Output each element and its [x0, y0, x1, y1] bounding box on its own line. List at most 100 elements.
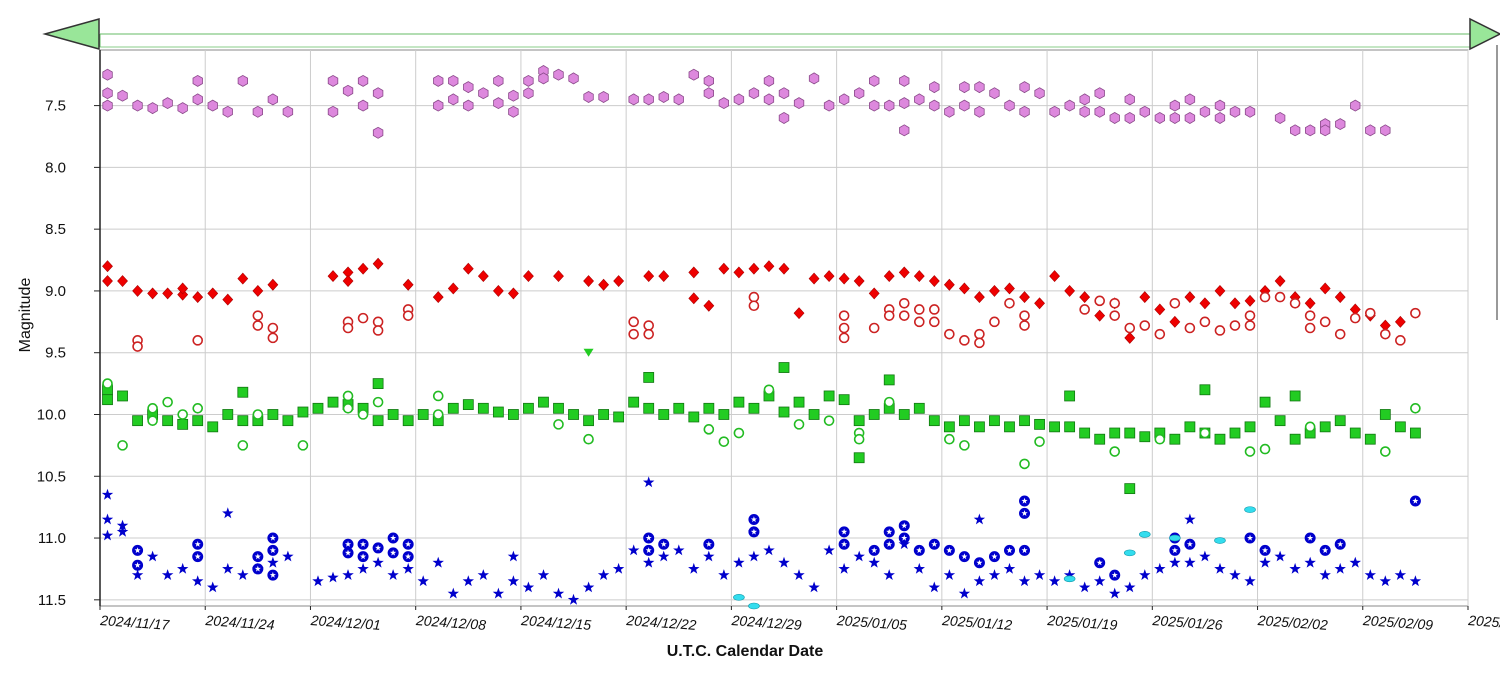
- data-point: [1048, 575, 1061, 587]
- scroll-left-arrow-icon[interactable]: [42, 18, 100, 50]
- data-point: [297, 440, 309, 451]
- y-tick-label: 9.5: [45, 345, 66, 362]
- data-point: [673, 544, 685, 556]
- data-point: [342, 84, 354, 97]
- data-point: [1289, 297, 1301, 309]
- scroll-right-arrow-icon[interactable]: [1469, 17, 1500, 51]
- data-point: [508, 409, 519, 420]
- data-point: [643, 402, 655, 414]
- data-point: [1394, 315, 1406, 328]
- data-point: [116, 525, 129, 537]
- data-point: [1019, 320, 1030, 331]
- data-point: [748, 87, 760, 100]
- data-point: [194, 541, 201, 547]
- data-point: [1004, 99, 1015, 112]
- data-point: [1274, 415, 1286, 427]
- data-point: [1154, 328, 1166, 340]
- data-point: [928, 581, 940, 593]
- data-point: [1290, 124, 1301, 137]
- data-point: [974, 328, 985, 340]
- data-point: [1334, 415, 1346, 427]
- data-point: [1019, 105, 1030, 118]
- data-point: [267, 93, 278, 106]
- data-point: [177, 288, 189, 301]
- data-point: [989, 284, 1000, 297]
- data-point: [222, 105, 233, 118]
- data-point: [868, 322, 880, 334]
- series-2-open-circle: [132, 291, 1421, 352]
- data-point: [553, 419, 564, 430]
- data-point: [1019, 458, 1030, 470]
- data-point: [1004, 421, 1015, 433]
- data-point: [1247, 534, 1254, 541]
- data-point: [101, 488, 114, 500]
- data-point: [312, 402, 324, 414]
- data-point: [823, 415, 835, 426]
- data-point: [267, 322, 279, 334]
- data-point: [116, 519, 129, 531]
- data-point: [132, 284, 143, 297]
- data-point: [793, 419, 805, 430]
- data-point: [237, 272, 249, 285]
- data-point: [1394, 569, 1407, 580]
- data-point: [1214, 433, 1226, 445]
- data-point: [778, 406, 790, 418]
- data-point: [929, 316, 940, 328]
- series-5-triangle-down: [583, 348, 594, 357]
- data-point: [102, 378, 113, 389]
- data-point: [1049, 270, 1060, 283]
- data-point: [553, 270, 564, 283]
- data-point: [432, 556, 444, 568]
- data-point: [778, 362, 790, 373]
- data-point: [1319, 421, 1331, 433]
- data-point: [748, 550, 760, 562]
- data-point: [357, 312, 369, 324]
- data-point: [1364, 307, 1376, 319]
- data-point: [132, 415, 143, 427]
- data-point: [372, 396, 384, 408]
- data-point: [974, 337, 985, 349]
- x-tick-label: 2025/02/02: [1256, 612, 1328, 633]
- data-point: [342, 322, 354, 334]
- data-point: [1184, 291, 1196, 304]
- data-point: [267, 332, 279, 344]
- data-point: [553, 68, 564, 81]
- data-point: [1244, 506, 1256, 513]
- data-point: [778, 87, 790, 100]
- data-point: [177, 418, 189, 430]
- data-point: [1319, 282, 1331, 295]
- data-point: [1169, 534, 1181, 542]
- data-point: [1169, 112, 1180, 124]
- data-point: [493, 74, 504, 87]
- data-point: [959, 440, 970, 451]
- data-point: [793, 307, 805, 320]
- data-point: [868, 556, 880, 568]
- data-point: [898, 310, 910, 321]
- data-point: [1109, 112, 1120, 124]
- data-point: [237, 440, 249, 451]
- data-point: [117, 275, 128, 287]
- data-point: [598, 409, 610, 420]
- data-point: [898, 266, 910, 279]
- data-point: [1154, 562, 1166, 574]
- data-point: [688, 411, 700, 423]
- data-point: [959, 335, 970, 346]
- data-point: [252, 284, 264, 297]
- data-point: [402, 310, 414, 321]
- series-1-diamond: [102, 257, 1406, 344]
- navigator-bar[interactable]: [99, 33, 1471, 48]
- x-tick-label: 2024/12/15: [520, 612, 592, 633]
- data-point: [327, 270, 339, 283]
- data-point: [360, 553, 367, 560]
- data-point: [703, 424, 715, 435]
- data-point: [1337, 541, 1344, 547]
- data-point: [252, 409, 264, 420]
- data-point: [192, 415, 204, 427]
- data-point: [913, 270, 925, 283]
- data-point: [613, 275, 625, 287]
- data-point: [929, 99, 940, 112]
- data-point: [1169, 99, 1180, 112]
- data-point: [628, 316, 639, 328]
- data-point: [658, 409, 670, 420]
